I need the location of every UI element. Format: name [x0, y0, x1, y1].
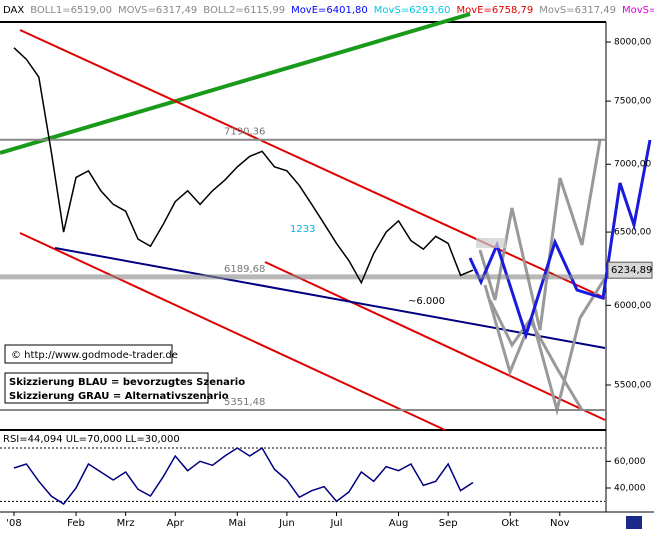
y-tick-label: 6500,00: [614, 228, 651, 238]
level-label: 6189,68: [224, 264, 265, 275]
level-label: 5351,48: [224, 397, 265, 408]
y-tick-label: 6000,00: [614, 301, 651, 311]
trendline-red: [264, 261, 606, 421]
last-price-label: 6234,89: [611, 265, 652, 276]
rsi-title: RSI=44,094 UL=70,000 LL=30,000: [3, 434, 180, 445]
level-label: 7190,36: [224, 127, 265, 138]
header-item: MovS=6317,49: [539, 5, 616, 16]
scenario-blue: [468, 139, 652, 340]
x-tick-label: Sep: [439, 518, 458, 529]
header-item: MovS=6846,29: [622, 5, 654, 16]
header-item: MovE=6758,79: [457, 5, 534, 16]
scenario-note: Skizzierung BLAU = bevorzugtes Szenario: [9, 377, 245, 388]
x-tick-label: Jul: [329, 518, 342, 529]
header: DAX BOLL1=6519,00 MOVS=6317,49 BOLL2=6115,…: [3, 5, 654, 16]
copyright: © http://www.godmode-trader.de: [11, 350, 178, 361]
trendline-red: [19, 29, 606, 299]
trend-drawings: [0, 12, 652, 431]
header-item: MovS=6293,60: [374, 5, 451, 16]
scenario-note: Skizzierung GRAU = Alternativszenario: [9, 391, 229, 402]
x-tick-label: Nov: [550, 518, 570, 529]
header-item: BOLL1=6519,00: [30, 5, 112, 16]
scenario-gray: [483, 277, 607, 416]
copyright-box: [4, 344, 173, 364]
annotation: ~6.000: [408, 296, 445, 307]
x-tick-label: Feb: [67, 518, 85, 529]
target-zone: [476, 238, 506, 248]
series-line: [13, 446, 474, 506]
trendline-green: [0, 12, 471, 155]
header-item: BOLL2=6115,99: [203, 5, 285, 16]
header-item: MovE=6401,80: [291, 5, 368, 16]
trendline-red: [19, 232, 446, 431]
y-tick-label: 7500,00: [614, 97, 651, 107]
x-tick-label: Mrz: [117, 518, 135, 529]
y-tick-label: 8000,00: [614, 38, 651, 48]
x-tick-label: Apr: [167, 518, 185, 529]
x-tick-label: '08: [6, 518, 21, 529]
y-tick-label: 60,000: [614, 457, 646, 467]
legend-box: [4, 372, 209, 404]
x-tick-label: Jun: [278, 518, 295, 529]
y-tick-label: 7000,00: [614, 160, 651, 170]
series-line: [13, 47, 474, 285]
y-tick-label: 5500,00: [614, 380, 651, 390]
annotation: 1233: [290, 224, 315, 235]
trendline-blue: [54, 247, 606, 349]
x-tick-label: Okt: [501, 518, 519, 529]
corner-icon: [626, 516, 642, 529]
x-tick-label: Mai: [229, 518, 247, 529]
scenario-gray: [478, 139, 602, 331]
header-item: MOVS=6317,49: [118, 5, 197, 16]
last-price-box: [607, 261, 653, 279]
header-title: DAX: [3, 5, 24, 16]
y-tick-label: 40,000: [614, 484, 646, 494]
x-tick-label: Aug: [389, 518, 409, 529]
